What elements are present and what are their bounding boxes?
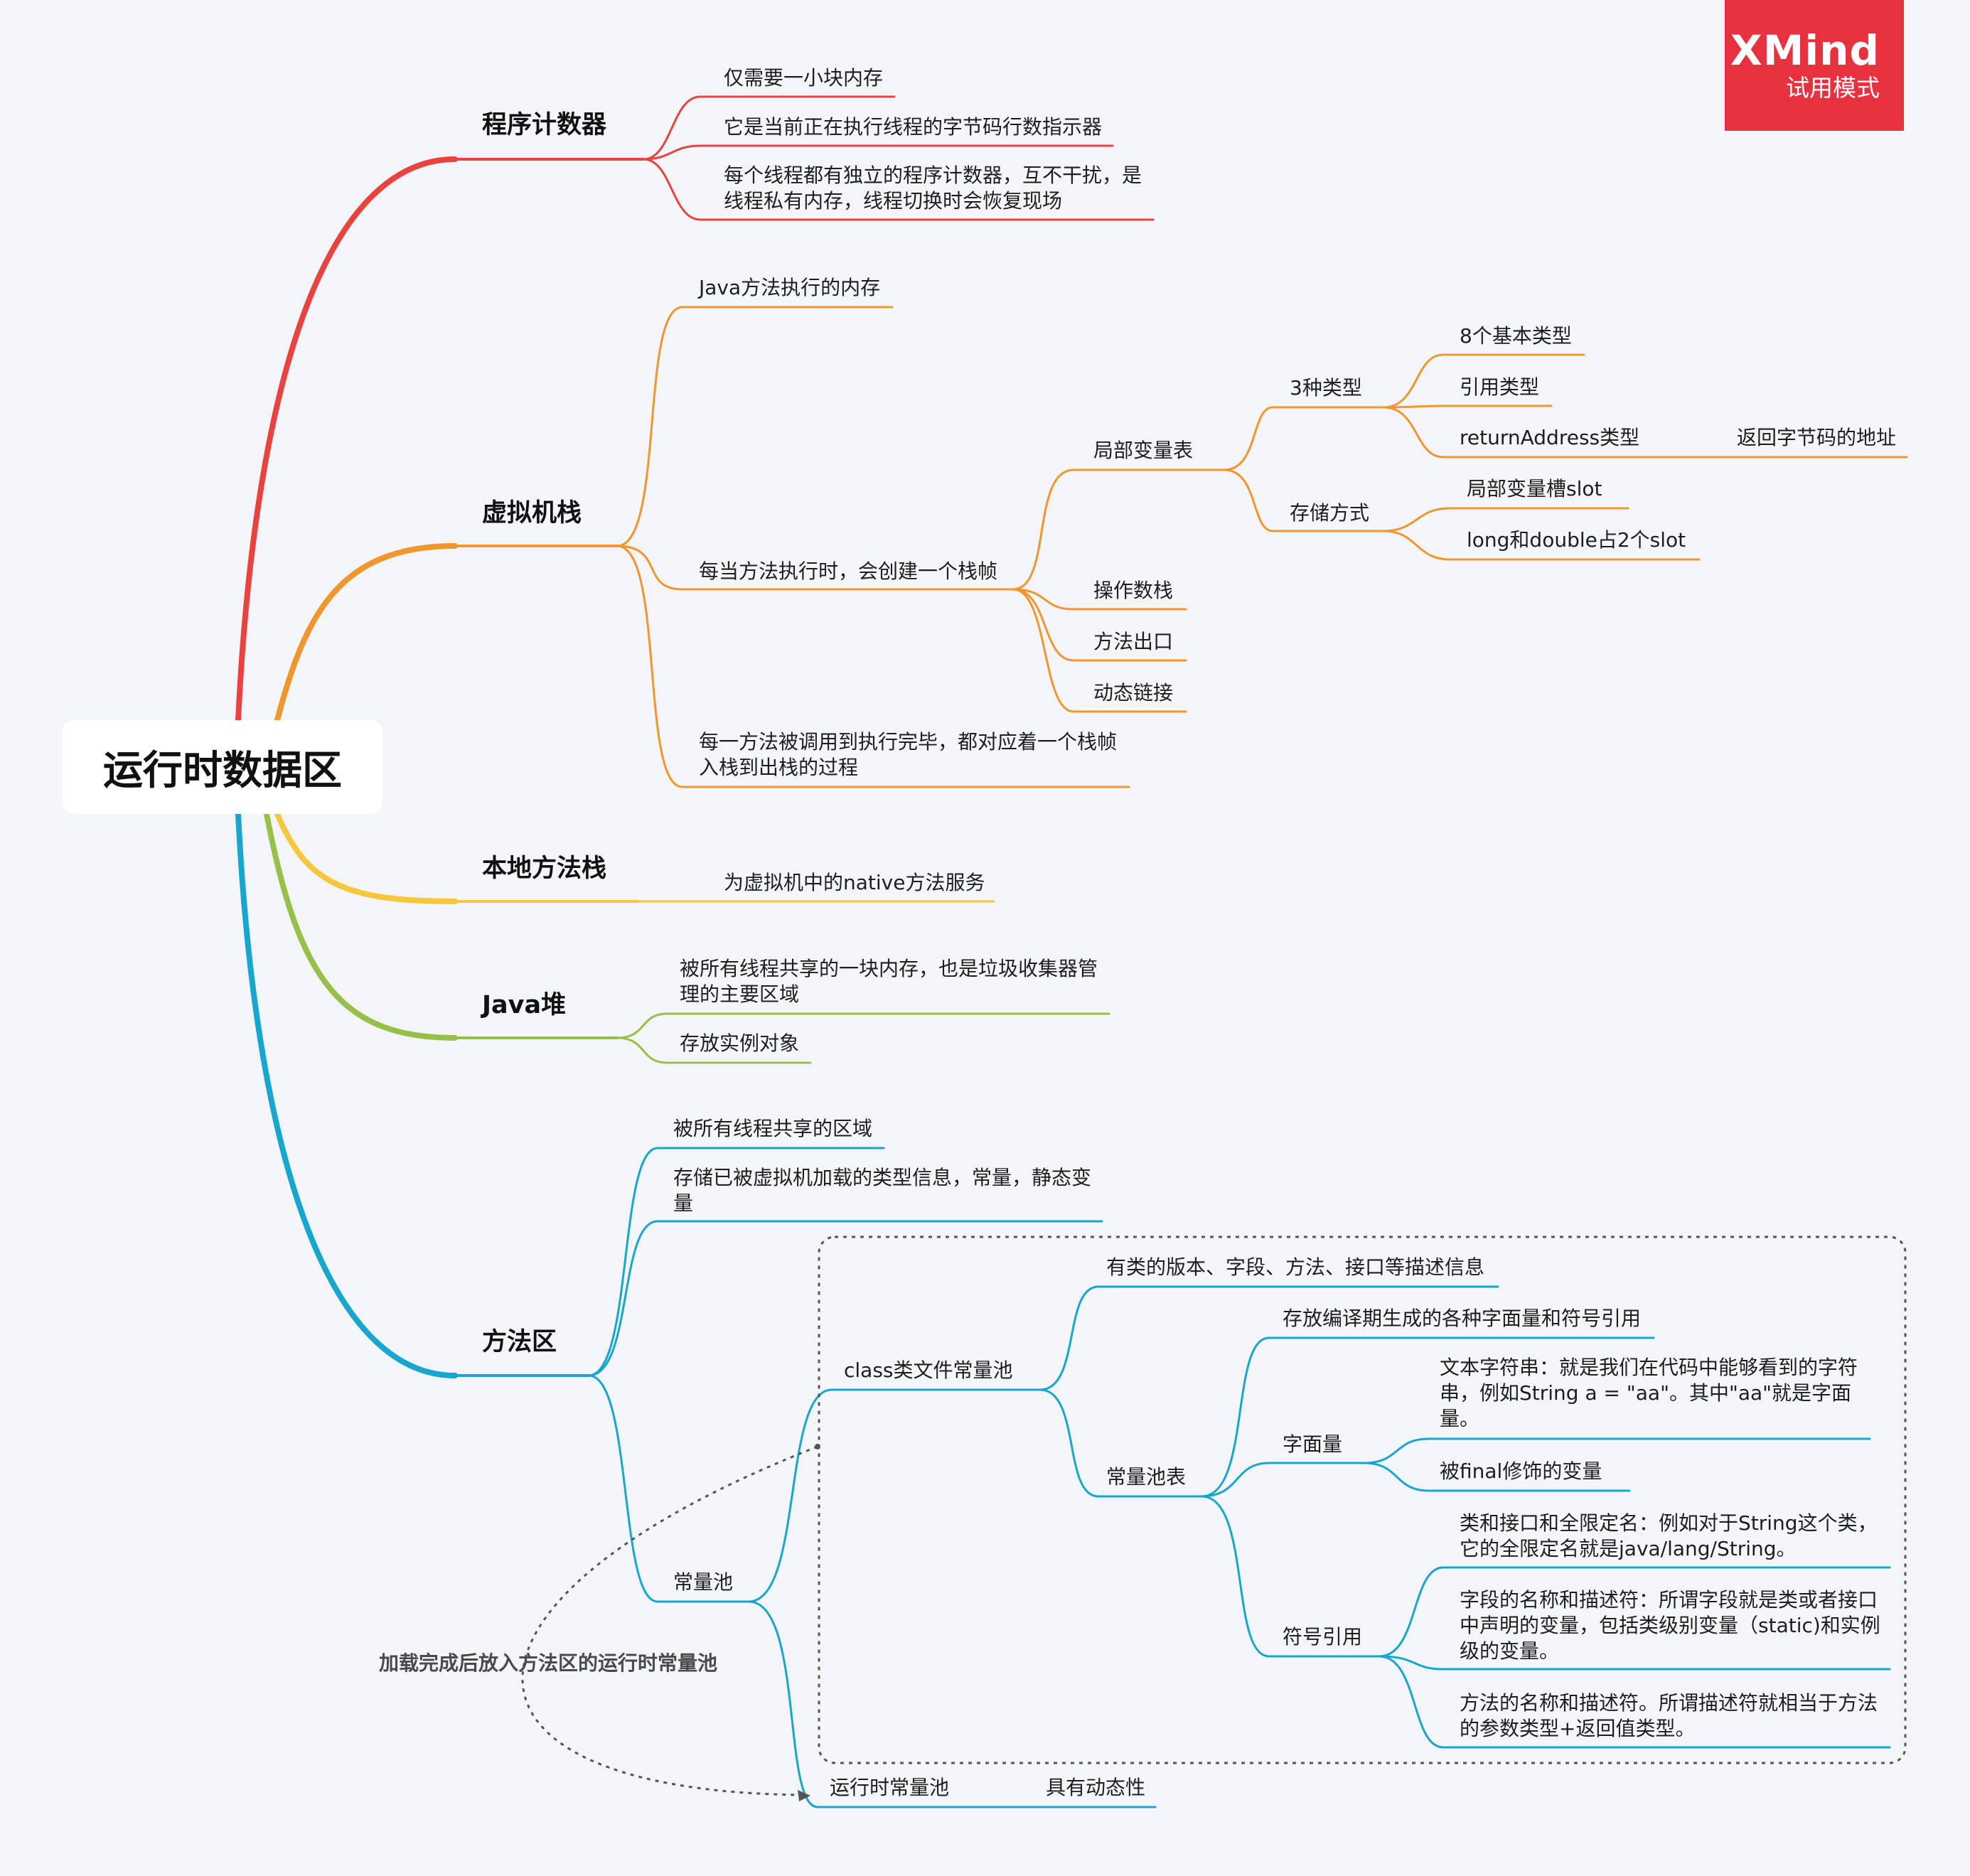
topic-pc[interactable]: 程序计数器 xyxy=(482,111,607,139)
branch-line-heap xyxy=(264,811,458,1041)
class-desc[interactable]: 有类的版本、字段、方法、接口等描述信息 xyxy=(1106,1255,1485,1279)
class-pool-boundary xyxy=(818,1236,1907,1764)
vmstack-item[interactable]: Java方法执行的内存 xyxy=(699,276,881,299)
literal-item[interactable]: 文本字符串：就是我们在代码中能够看到的字符串，例如String a = "aa"… xyxy=(1440,1356,1858,1430)
type-item[interactable]: 8个基本类型 xyxy=(1460,324,1572,348)
topic-vmstack[interactable]: 虚拟机栈 xyxy=(482,499,582,527)
literal[interactable]: 字面量 xyxy=(1283,1432,1343,1456)
local-var-types[interactable]: 3种类型 xyxy=(1290,376,1362,400)
root-topic[interactable]: 运行时数据区 xyxy=(63,720,382,814)
relationship-label[interactable]: 加载完成后放入方法区的运行时常量池 xyxy=(379,1651,718,1675)
symbol-item[interactable]: 字段的名称和描述符：所谓字段就是类或者接口中声明的变量，包括类级别变量（stat… xyxy=(1460,1588,1880,1663)
local-var-storage[interactable]: 存储方式 xyxy=(1290,501,1370,525)
storage-item[interactable]: 局部变量槽slot xyxy=(1467,477,1602,500)
frame-local-var-table[interactable]: 局部变量表 xyxy=(1093,439,1194,462)
return-address-desc[interactable]: 返回字节码的地址 xyxy=(1737,426,1897,449)
branch-line-native xyxy=(274,811,458,904)
topic-heap[interactable]: Java堆 xyxy=(482,991,567,1019)
pool-table-desc[interactable]: 存放编译期生成的各种字面量和符号引用 xyxy=(1283,1307,1642,1330)
badge-mode: 试用模式 xyxy=(1786,74,1880,102)
pc-item[interactable]: 仅需要一小块内存 xyxy=(724,66,884,90)
type-item[interactable]: returnAddress类型 xyxy=(1460,426,1640,449)
vmstack-item[interactable]: 每一方法被调用到执行完毕，都对应着一个栈帧入栈到出栈的过程 xyxy=(699,730,1118,779)
class-const-pool[interactable]: class类文件常量池 xyxy=(844,1358,1013,1382)
runtime-pool-desc[interactable]: 具有动态性 xyxy=(1046,1776,1146,1799)
topic-method-area[interactable]: 方法区 xyxy=(482,1328,557,1356)
topic-native[interactable]: 本地方法栈 xyxy=(482,854,607,883)
xmind-trial-badge[interactable]: XMind 试用模式 xyxy=(1725,0,1904,131)
branch-line-method xyxy=(235,811,458,1378)
pc-item[interactable]: 每个线程都有独立的程序计数器，互不干扰，是线程私有内存，线程切换时会恢复现场 xyxy=(724,164,1142,213)
pc-item[interactable]: 它是当前正在执行线程的字节码行数指示器 xyxy=(724,115,1103,139)
branch-line-pc xyxy=(235,156,458,723)
native-item[interactable]: 为虚拟机中的native方法服务 xyxy=(724,871,985,894)
relationship-arrow xyxy=(521,1445,818,1796)
pool-table[interactable]: 常量池表 xyxy=(1106,1465,1187,1489)
storage-item[interactable]: long和double占2个slot xyxy=(1467,528,1686,552)
runtime-const-pool[interactable]: 运行时常量池 xyxy=(830,1776,950,1799)
symbol-item[interactable]: 方法的名称和描述符。所谓描述符就相当于方法的参数类型+返回值类型。 xyxy=(1460,1691,1878,1740)
method-area-item[interactable]: 被所有线程共享的区域 xyxy=(673,1117,873,1140)
heap-item[interactable]: 被所有线程共享的一块内存，也是垃圾收集器管理的主要区域 xyxy=(680,957,1098,1006)
badge-brand: XMind xyxy=(1730,26,1880,75)
branch-line-vmstack xyxy=(274,543,458,723)
frame-dynamic-link[interactable]: 动态链接 xyxy=(1093,681,1174,704)
frame-method-exit[interactable]: 方法出口 xyxy=(1093,630,1174,653)
symbol-item[interactable]: 类和接口和全限定名：例如对于String这个类，它的全限定名就是java/lan… xyxy=(1460,1511,1878,1560)
type-item[interactable]: 引用类型 xyxy=(1460,375,1540,399)
method-area-item[interactable]: 存储已被虚拟机加载的类型信息，常量，静态变量 xyxy=(673,1166,1092,1215)
vmstack-item[interactable]: 每当方法执行时，会创建一个栈帧 xyxy=(699,559,998,583)
frame-operand-stack[interactable]: 操作数栈 xyxy=(1093,579,1174,602)
symbol-ref[interactable]: 符号引用 xyxy=(1283,1625,1363,1649)
heap-item[interactable]: 存放实例对象 xyxy=(680,1031,800,1055)
literal-item[interactable]: 被final修饰的变量 xyxy=(1440,1459,1602,1483)
const-pool[interactable]: 常量池 xyxy=(673,1570,734,1594)
